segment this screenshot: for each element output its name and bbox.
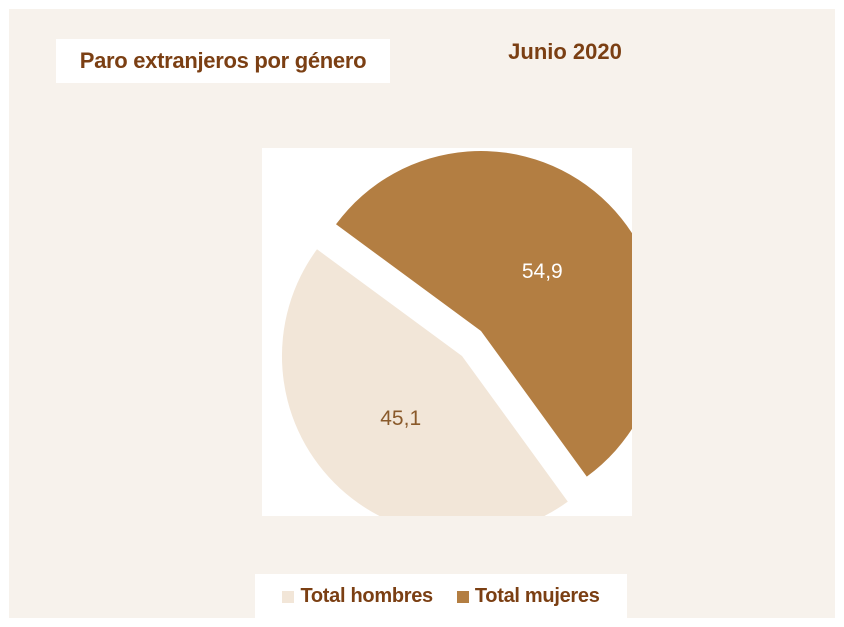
legend-swatch-mujeres — [456, 590, 469, 603]
data-label-mujeres: 54,9 — [522, 260, 563, 283]
legend-swatch-hombres — [282, 590, 295, 603]
pie-chart: 45,1 54,9 — [281, 151, 632, 516]
legend: Total hombres Total mujeres — [255, 574, 627, 619]
legend-item-mujeres: Total mujeres — [456, 585, 600, 608]
chart-title-box: Paro extranjeros por género — [56, 39, 390, 83]
pie-slice-hombres — [281, 249, 568, 516]
chart-title: Paro extranjeros por género — [79, 48, 367, 73]
chart-subtitle: Junio 2020 — [508, 39, 622, 64]
plot-area: 45,1 54,9 — [262, 148, 632, 516]
legend-item-hombres: Total hombres — [282, 585, 433, 608]
pie-slice-mujeres — [336, 151, 632, 477]
data-label-hombres: 45,1 — [380, 407, 421, 430]
legend-label-mujeres: Total mujeres — [474, 585, 600, 607]
legend-label-hombres: Total hombres — [300, 585, 433, 607]
